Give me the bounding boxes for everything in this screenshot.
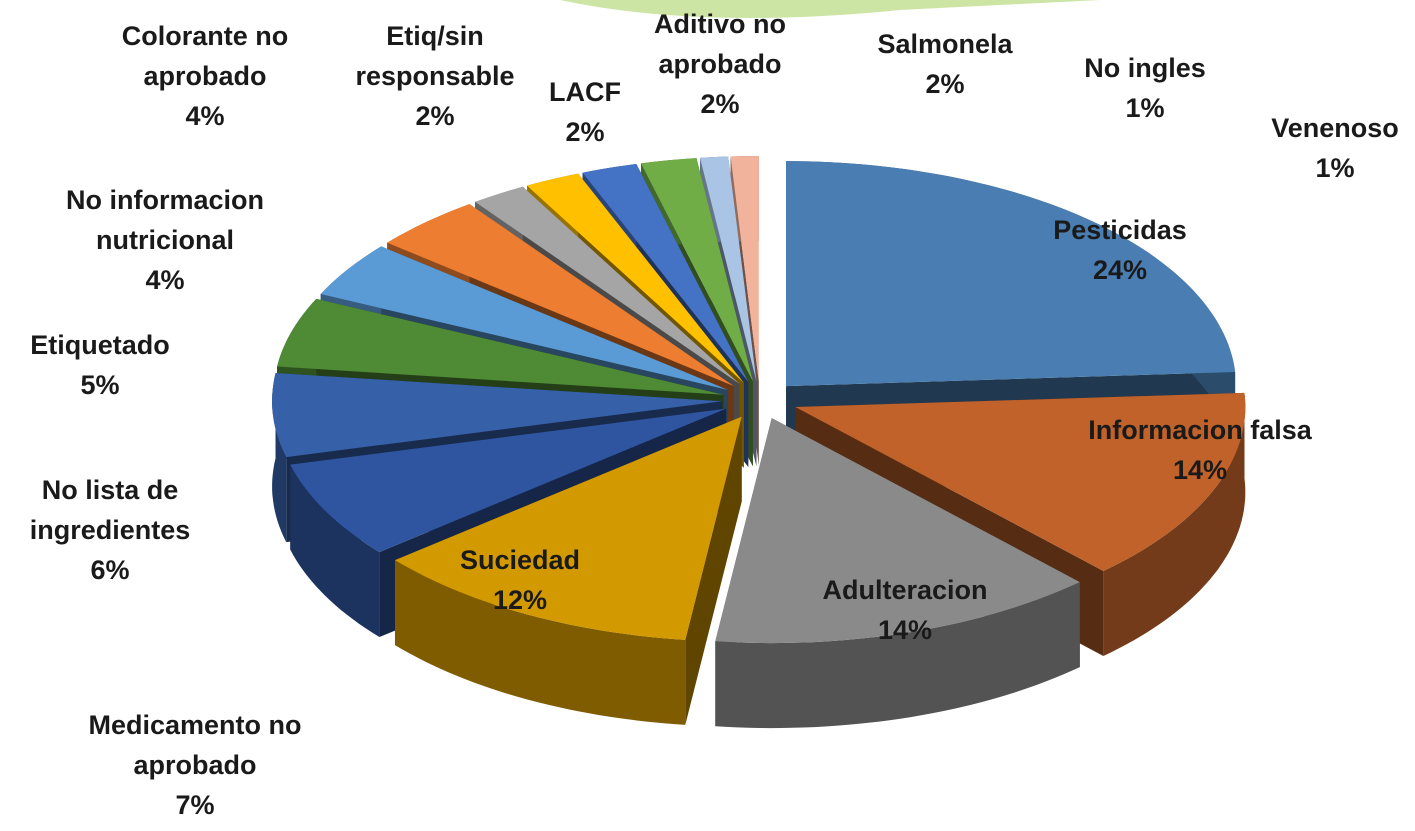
value-label: 2% bbox=[635, 84, 805, 124]
category-label: Suciedad bbox=[410, 540, 630, 580]
category-label: Salmonela bbox=[855, 24, 1035, 64]
value-label: 1% bbox=[1055, 88, 1235, 128]
category-label: Etiquetado bbox=[0, 325, 200, 365]
category-label: LACF bbox=[525, 72, 645, 112]
category-label: Medicamento no aprobado bbox=[45, 705, 345, 785]
value-label: 24% bbox=[1020, 250, 1220, 290]
value-label: 2% bbox=[335, 96, 535, 136]
value-label: 2% bbox=[855, 64, 1035, 104]
category-label: Venenoso bbox=[1250, 108, 1415, 148]
category-label: Pesticidas bbox=[1020, 210, 1220, 250]
value-label: 5% bbox=[0, 365, 200, 405]
value-label: 14% bbox=[1040, 450, 1360, 490]
category-label: No informacion nutricional bbox=[30, 180, 300, 260]
value-label: 12% bbox=[410, 580, 630, 620]
value-label: 14% bbox=[775, 610, 1035, 650]
category-label: Aditivo no aprobado bbox=[635, 4, 805, 84]
category-label: No lista de ingredientes bbox=[0, 470, 220, 550]
value-label: 6% bbox=[0, 550, 220, 590]
category-label: Adulteracion bbox=[775, 570, 1035, 610]
category-label: No ingles bbox=[1055, 48, 1235, 88]
category-label: Informacion falsa bbox=[1040, 410, 1360, 450]
value-label: 2% bbox=[525, 112, 645, 152]
chart: Pesticidas24%Informacion falsa14%Adulter… bbox=[0, 0, 1415, 831]
value-label: 7% bbox=[45, 785, 345, 825]
value-label: 4% bbox=[85, 96, 325, 136]
category-label: Etiq/sin responsable bbox=[335, 16, 535, 96]
value-label: 1% bbox=[1250, 148, 1415, 188]
category-label: Colorante no aprobado bbox=[85, 16, 325, 96]
value-label: 4% bbox=[30, 260, 300, 300]
